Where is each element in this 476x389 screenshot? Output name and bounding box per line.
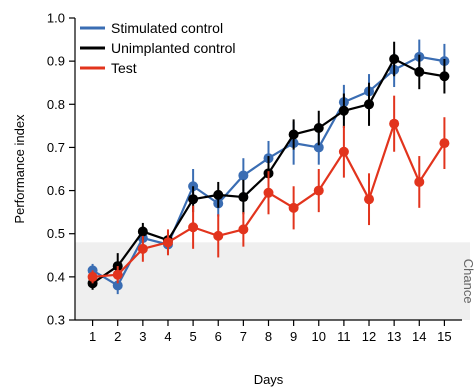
x-tick-label: 8 (265, 329, 272, 344)
data-point (364, 99, 375, 110)
y-tick-label: 0.3 (47, 313, 65, 328)
data-point (439, 138, 450, 149)
x-tick-label: 10 (312, 329, 326, 344)
x-tick-label: 13 (387, 329, 401, 344)
data-point (238, 224, 249, 235)
data-point (162, 237, 173, 248)
x-tick-label: 4 (164, 329, 171, 344)
x-tick-label: 11 (337, 329, 351, 344)
y-axis-label: Performance index (12, 114, 27, 224)
data-point (338, 105, 349, 116)
legend-label: Unimplanted control (111, 40, 236, 56)
x-tick-label: 2 (114, 329, 121, 344)
y-tick-label: 1.0 (47, 11, 65, 26)
data-point (288, 129, 299, 140)
y-tick-label: 0.7 (47, 140, 65, 155)
data-point (112, 269, 123, 280)
x-tick-label: 5 (189, 329, 196, 344)
x-ticks: 1 2 3 4 5 6 7 8 9 10 11 12 13 14 15 (89, 320, 452, 344)
series-layer (87, 39, 450, 295)
x-tick-label: 12 (362, 329, 376, 344)
data-point (87, 271, 98, 282)
data-point (313, 123, 324, 134)
y-ticks: 0.3 0.4 0.5 0.6 0.7 0.8 0.9 1.0 (47, 11, 75, 328)
series-2 (87, 95, 450, 284)
x-tick-label: 14 (412, 329, 426, 344)
legend: Stimulated control Unimplanted control Tes… (80, 20, 236, 76)
data-point (414, 176, 425, 187)
data-point (364, 194, 375, 205)
x-tick-label: 1 (89, 329, 96, 344)
data-point (238, 170, 249, 181)
data-point (439, 71, 450, 82)
x-tick-label: 3 (139, 329, 146, 344)
data-point (313, 142, 324, 153)
data-point (338, 146, 349, 157)
chance-label: Chance (461, 259, 476, 304)
data-point (263, 187, 274, 198)
x-axis-label: Days (254, 372, 284, 387)
data-point (137, 226, 148, 237)
data-point (137, 243, 148, 254)
legend-label: Test (111, 60, 137, 76)
y-tick-label: 0.9 (47, 54, 65, 69)
data-point (213, 189, 224, 200)
data-point (188, 222, 199, 233)
data-point (188, 194, 199, 205)
data-point (313, 185, 324, 196)
x-tick-label: 9 (290, 329, 297, 344)
legend-label: Stimulated control (111, 20, 223, 36)
data-point (238, 192, 249, 203)
data-point (288, 202, 299, 213)
chance-region (75, 242, 470, 320)
x-tick-label: 15 (437, 329, 451, 344)
x-tick-label: 7 (240, 329, 247, 344)
data-point (389, 118, 400, 129)
data-point (112, 280, 123, 291)
y-tick-label: 0.5 (47, 226, 65, 241)
data-point (414, 66, 425, 77)
y-tick-label: 0.4 (47, 269, 65, 284)
y-tick-label: 0.8 (47, 97, 65, 112)
x-tick-label: 6 (215, 329, 222, 344)
y-tick-label: 0.6 (47, 183, 65, 198)
data-point (213, 230, 224, 241)
data-point (389, 53, 400, 64)
